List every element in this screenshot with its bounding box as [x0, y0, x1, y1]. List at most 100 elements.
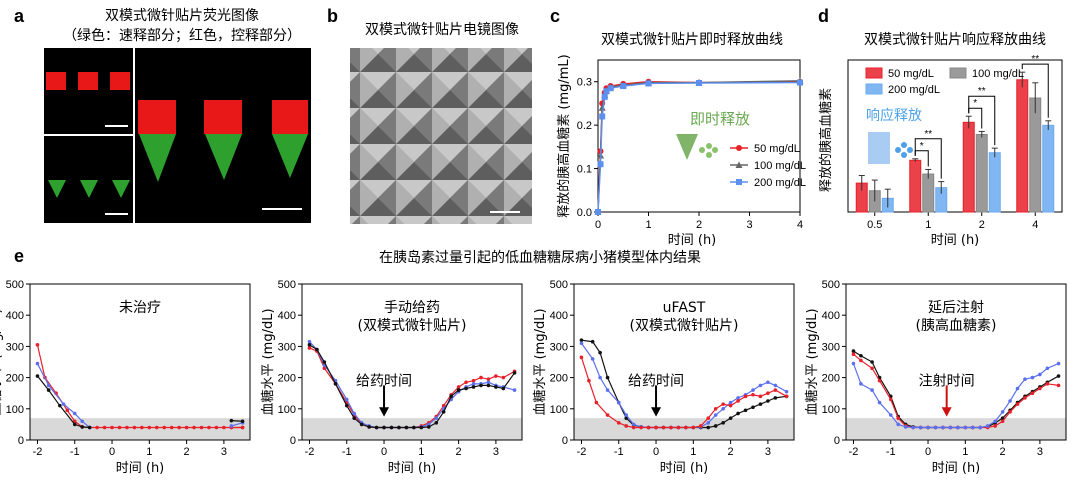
- hypoglycemia-band: [302, 418, 522, 440]
- microneedle-green-icon: [676, 134, 698, 160]
- glucose-point: [434, 421, 439, 425]
- condition-title: 手动给药: [384, 300, 440, 316]
- glucose-point: [486, 380, 491, 385]
- y-tick-label: 0: [834, 435, 840, 447]
- glucose-point: [72, 419, 77, 424]
- condition-title: 延后注射: [928, 300, 984, 316]
- legend-label: 50 mg/dL: [754, 143, 800, 155]
- x-tick-label: -2: [305, 446, 315, 458]
- y-tick-label: 500: [550, 279, 568, 291]
- glucose-point: [784, 394, 789, 399]
- glucose-point: [87, 425, 92, 430]
- glucose-point: [426, 425, 431, 429]
- legend-swatch: [865, 67, 883, 79]
- x-tick-label: 0: [595, 219, 601, 231]
- x-tick-label: -2: [33, 446, 43, 458]
- glucose-point: [177, 425, 181, 430]
- glucose-point: [624, 424, 629, 428]
- glucose-point: [512, 388, 517, 392]
- glucose-point: [147, 425, 152, 430]
- x-tick-label: 1: [418, 446, 424, 458]
- glucose-point: [713, 424, 718, 428]
- glucose-point: [728, 403, 733, 408]
- glucose-point: [404, 425, 409, 430]
- glucose-point: [46, 383, 51, 388]
- hypoglycemia-band: [574, 418, 794, 440]
- y-tick-label: 300: [278, 341, 296, 353]
- plot-frame: [29, 283, 251, 441]
- legend-marker: [736, 145, 742, 151]
- glucose-plot-e3: -2 -1 0 1 2 3 0 100 200 300 400 500 时间 (h) 血糖水平 (mg/d…: [532, 279, 795, 476]
- glucose-point: [590, 357, 595, 361]
- glucose-point: [766, 391, 770, 396]
- particles-icon: [699, 143, 718, 158]
- glucose-point: [579, 338, 584, 342]
- glucose-point: [58, 403, 62, 408]
- glucose-point: [412, 425, 416, 430]
- x-tick-label: -1: [614, 446, 624, 458]
- glucose-point: [870, 366, 874, 371]
- glucose-point: [870, 360, 874, 364]
- y-tick-label: 0.2: [577, 120, 592, 132]
- legend-swatch: [865, 83, 883, 95]
- glucose-point: [877, 378, 882, 383]
- glucose-point: [1000, 416, 1005, 420]
- glucose-point: [590, 339, 595, 344]
- panel-d: d 双模式微针贴片响应释放曲线 时间 (h) 释放的胰高血糖素 响应释放 0.5…: [818, 6, 1063, 248]
- glucose-point: [240, 419, 245, 424]
- legend-label: 100 mg/dL: [754, 160, 806, 172]
- data-point: [620, 83, 627, 90]
- bar: [962, 121, 975, 213]
- arrow-label: 注射时间: [919, 374, 975, 390]
- y-tick-label: 500: [278, 279, 296, 291]
- y-tick-label: 100: [822, 404, 840, 416]
- panel-c-y-label: 释放的胰高血糖素 (mg/mL): [556, 54, 572, 217]
- glucose-point: [598, 350, 602, 355]
- y-tick-label: 300: [550, 341, 568, 353]
- glucose-point: [344, 403, 349, 408]
- glucose-point: [751, 405, 755, 410]
- y-tick-label: 400: [550, 310, 568, 322]
- x-tick-label: 1: [690, 446, 696, 458]
- glucose-point: [888, 397, 893, 402]
- glucose-point: [441, 403, 446, 408]
- glucose-point: [773, 383, 778, 388]
- significance-bracket: [1021, 63, 1049, 118]
- glucose-point: [639, 425, 643, 430]
- glucose-point: [598, 375, 602, 380]
- glucose-point: [706, 425, 711, 430]
- glucose-point: [35, 374, 40, 378]
- significance-bracket: [914, 138, 942, 179]
- glucose-point: [1023, 377, 1027, 381]
- glucose-point: [728, 400, 733, 405]
- glucose-point: [661, 425, 666, 430]
- legend-marker: [736, 179, 742, 185]
- y-tick-label: 200: [822, 373, 840, 385]
- glucose-point: [766, 399, 770, 403]
- glucose-point: [479, 375, 483, 380]
- y-tick-label: 0: [290, 435, 296, 447]
- glucose-point: [579, 355, 584, 360]
- glucose-point: [706, 416, 711, 420]
- x-tick-label: 1: [962, 446, 968, 458]
- glucose-point: [751, 392, 755, 397]
- glucose-point: [315, 347, 319, 352]
- x-tick-label: -1: [70, 446, 80, 458]
- glucose-point: [624, 416, 629, 420]
- panel-e: e 在胰岛素过量引起的低血糖糖尿病小猪模型体内结果: [14, 246, 701, 266]
- glucose-point: [1008, 410, 1012, 414]
- x-tick-label: -1: [886, 446, 896, 458]
- glucose-point: [669, 425, 673, 430]
- panel-d-y-label: 释放的胰高血糖素: [818, 88, 834, 192]
- glucose-point: [307, 339, 312, 344]
- bar: [975, 133, 988, 213]
- panel-a-label: a: [14, 6, 25, 26]
- arrow-label: 给药时间: [628, 374, 684, 390]
- glucose-point: [72, 411, 77, 416]
- glucose-line: [36, 344, 243, 429]
- x-tick-label: 3: [746, 219, 752, 231]
- panel-c: c 双模式微针贴片即时释放曲线 时间 (h) 释放的胰高血糖素 (mg/mL) …: [550, 6, 806, 248]
- glucose-point: [192, 425, 196, 430]
- x-tick-label: 3: [1037, 446, 1043, 458]
- glucose-point: [624, 413, 629, 417]
